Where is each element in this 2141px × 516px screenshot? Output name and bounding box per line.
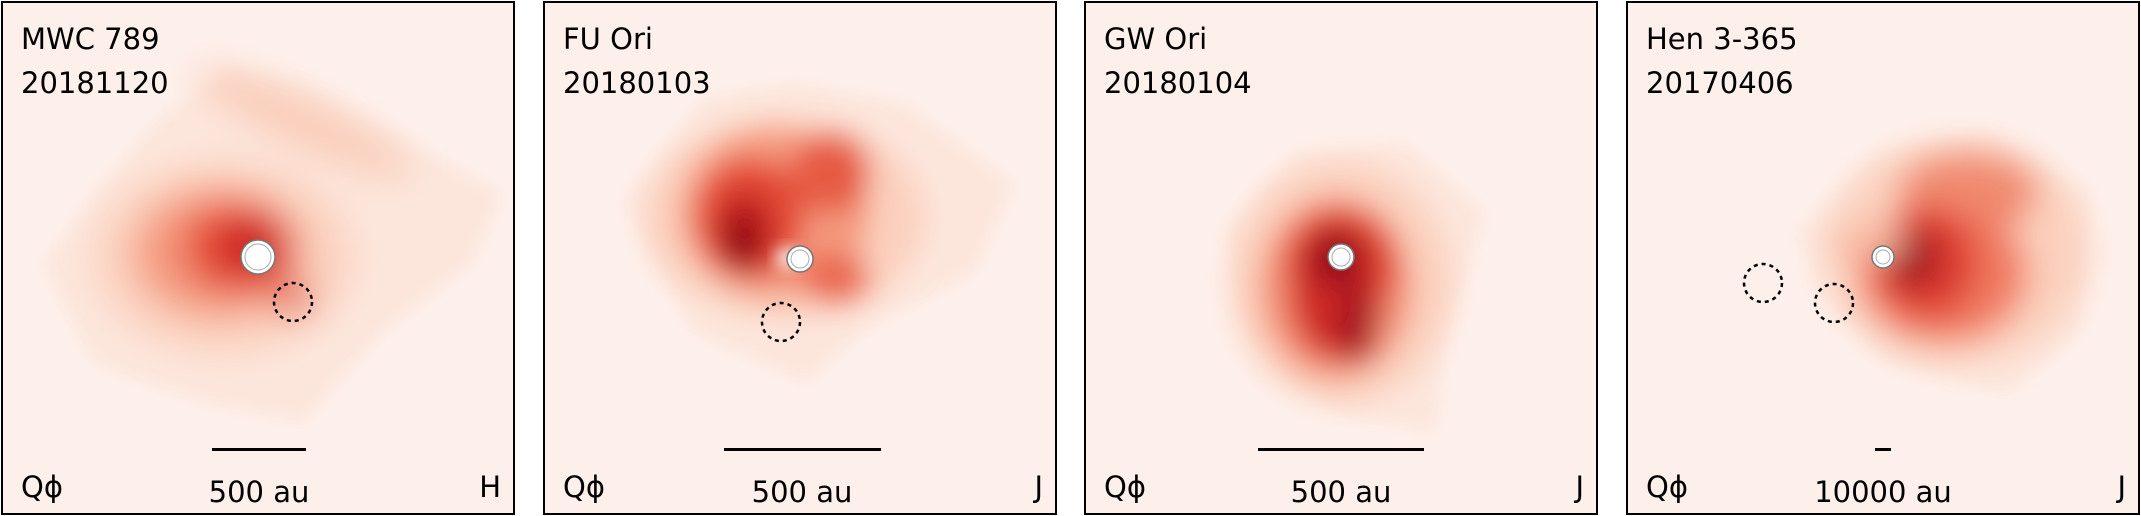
object-name: GW Ori (1104, 22, 1208, 56)
observation-date: 20170406 (1646, 66, 1794, 100)
band-label: H (479, 470, 501, 504)
panel-mwc-789: MWC 789 20181120 500 au Qϕ H (1, 1, 515, 515)
observation-date: 20180104 (1104, 66, 1252, 100)
band-label: J (1575, 470, 1584, 504)
scale-bar (212, 448, 306, 451)
scale-bar-label: 500 au (1290, 475, 1392, 509)
panel-hen-3-365: Hen 3-365 20170406 10000 au Qϕ J (1626, 1, 2140, 515)
scale-bar (1258, 448, 1424, 451)
companion-marker (760, 301, 802, 343)
star-mask (240, 239, 276, 275)
scale-bar-label: 500 au (751, 475, 853, 509)
scale-bar (1875, 448, 1891, 451)
band-label: J (1034, 470, 1043, 504)
polarization-label: Qϕ (563, 470, 605, 504)
object-name: FU Ori (563, 22, 653, 56)
observation-date: 20180103 (563, 66, 711, 100)
scale-bar-label: 500 au (208, 475, 310, 509)
band-label: J (2117, 470, 2126, 504)
panel-fu-ori: FU Ori 20180103 500 au Qϕ J (543, 1, 1057, 515)
object-name: Hen 3-365 (1646, 22, 1798, 56)
companion-marker (1742, 262, 1784, 304)
companion-marker (1813, 282, 1855, 324)
polarization-label: Qϕ (1104, 470, 1146, 504)
polarized-intensity-image (625, 83, 1015, 383)
polarized-intensity-image (43, 68, 503, 423)
polarization-label: Qϕ (21, 470, 63, 504)
scale-bar (724, 448, 881, 451)
scale-bar-label: 10000 au (1814, 475, 1952, 509)
star-mask (1871, 245, 1895, 269)
polarized-intensity-image (1226, 143, 1486, 433)
companion-marker (272, 281, 314, 323)
object-name: MWC 789 (21, 22, 160, 56)
panel-gw-ori: GW Ori 20180104 500 au Qϕ J (1084, 1, 1598, 515)
polarization-label: Qϕ (1646, 470, 1688, 504)
observation-date: 20181120 (21, 66, 169, 100)
polarized-intensity-image (1742, 133, 2088, 393)
